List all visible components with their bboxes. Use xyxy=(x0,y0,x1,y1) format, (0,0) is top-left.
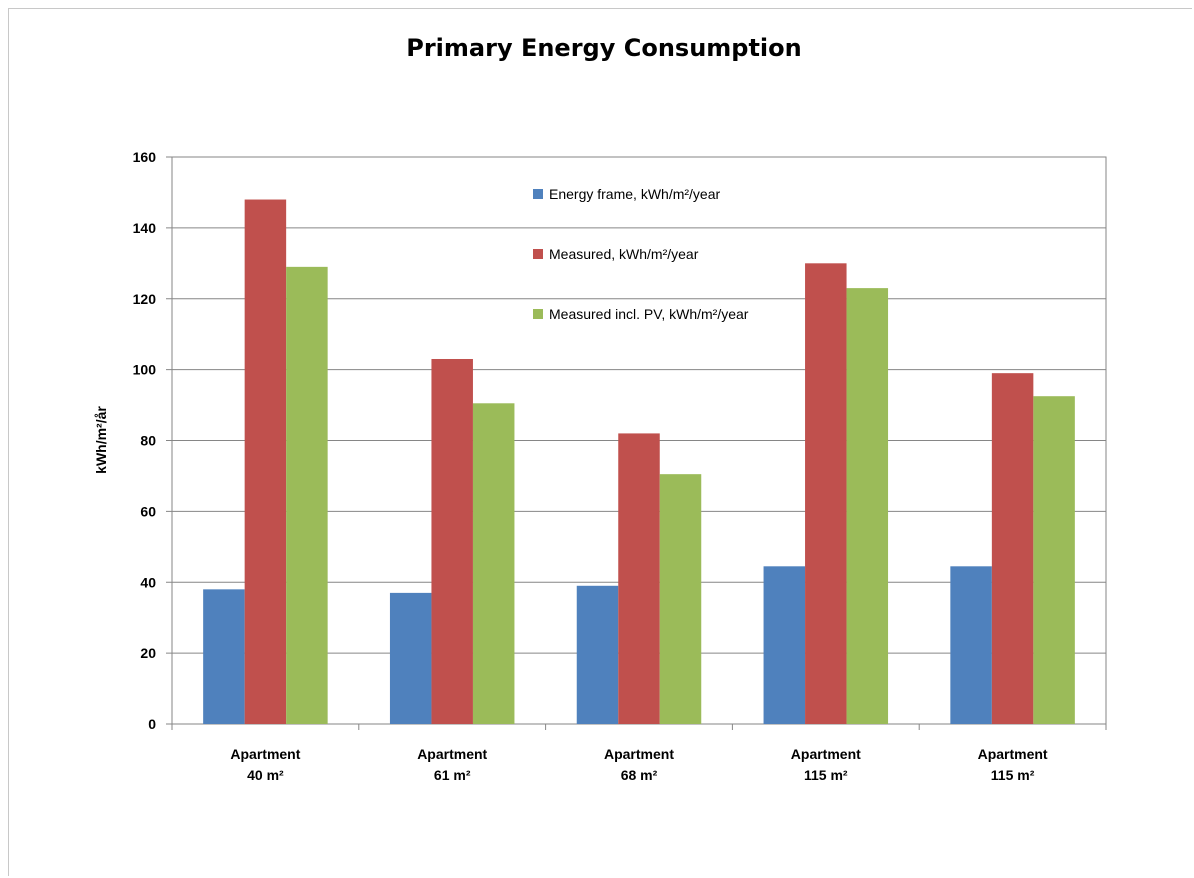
legend-swatch xyxy=(533,309,543,319)
bar xyxy=(472,403,515,724)
bar xyxy=(431,358,473,724)
x-tick-label: Apartment xyxy=(791,746,861,762)
chart-title: Primary Energy Consumption xyxy=(406,34,801,62)
x-tick-label: Apartment xyxy=(417,746,487,762)
x-tick-label: Apartment xyxy=(978,746,1048,762)
y-axis-title: kWh/m²/år xyxy=(93,406,109,474)
y-tick-label: 80 xyxy=(140,433,156,449)
bar xyxy=(846,288,889,724)
bar xyxy=(805,263,847,724)
y-tick-label: 160 xyxy=(133,149,157,165)
bar xyxy=(244,199,287,724)
x-tick-label: Apartment xyxy=(230,746,300,762)
legend-label: Energy frame, kWh/m²/year xyxy=(549,186,720,202)
legend-swatch xyxy=(533,189,543,199)
legend: Energy frame, kWh/m²/year Measured, kWh/m… xyxy=(533,186,749,322)
x-tick-label: 115 m² xyxy=(804,767,848,783)
bars-layer xyxy=(203,199,1075,724)
bar xyxy=(1033,396,1075,724)
legend-label: Measured incl. PV, kWh/m²/year xyxy=(549,306,749,322)
y-tick-label: 0 xyxy=(148,716,156,732)
x-tick-label: 61 m² xyxy=(434,767,471,783)
y-tick-label: 20 xyxy=(140,645,156,661)
y-tick-label: 140 xyxy=(133,220,157,236)
y-tick-label: 40 xyxy=(140,574,156,590)
legend-swatch xyxy=(533,249,543,259)
bar xyxy=(389,592,432,724)
bar xyxy=(286,266,328,724)
y-tick-label: 120 xyxy=(133,291,157,307)
bar xyxy=(991,373,1034,724)
x-tick-label: Apartment xyxy=(604,746,674,762)
bar xyxy=(659,474,702,724)
bar xyxy=(763,566,806,724)
x-tick-label: 68 m² xyxy=(621,767,658,783)
bar xyxy=(950,566,992,724)
bar xyxy=(618,433,660,724)
y-tick-label: 60 xyxy=(140,503,156,519)
x-tick-label: 40 m² xyxy=(247,767,284,783)
y-tick-label: 100 xyxy=(133,362,157,378)
legend-label: Measured, kWh/m²/year xyxy=(549,246,699,262)
x-tick-label: 115 m² xyxy=(991,767,1035,783)
bar xyxy=(203,589,245,724)
bar xyxy=(576,585,619,724)
axis-layer: 0 20 40 60 80 100 120 140 160 Apartment 40 m² Apart… xyxy=(133,149,1107,783)
